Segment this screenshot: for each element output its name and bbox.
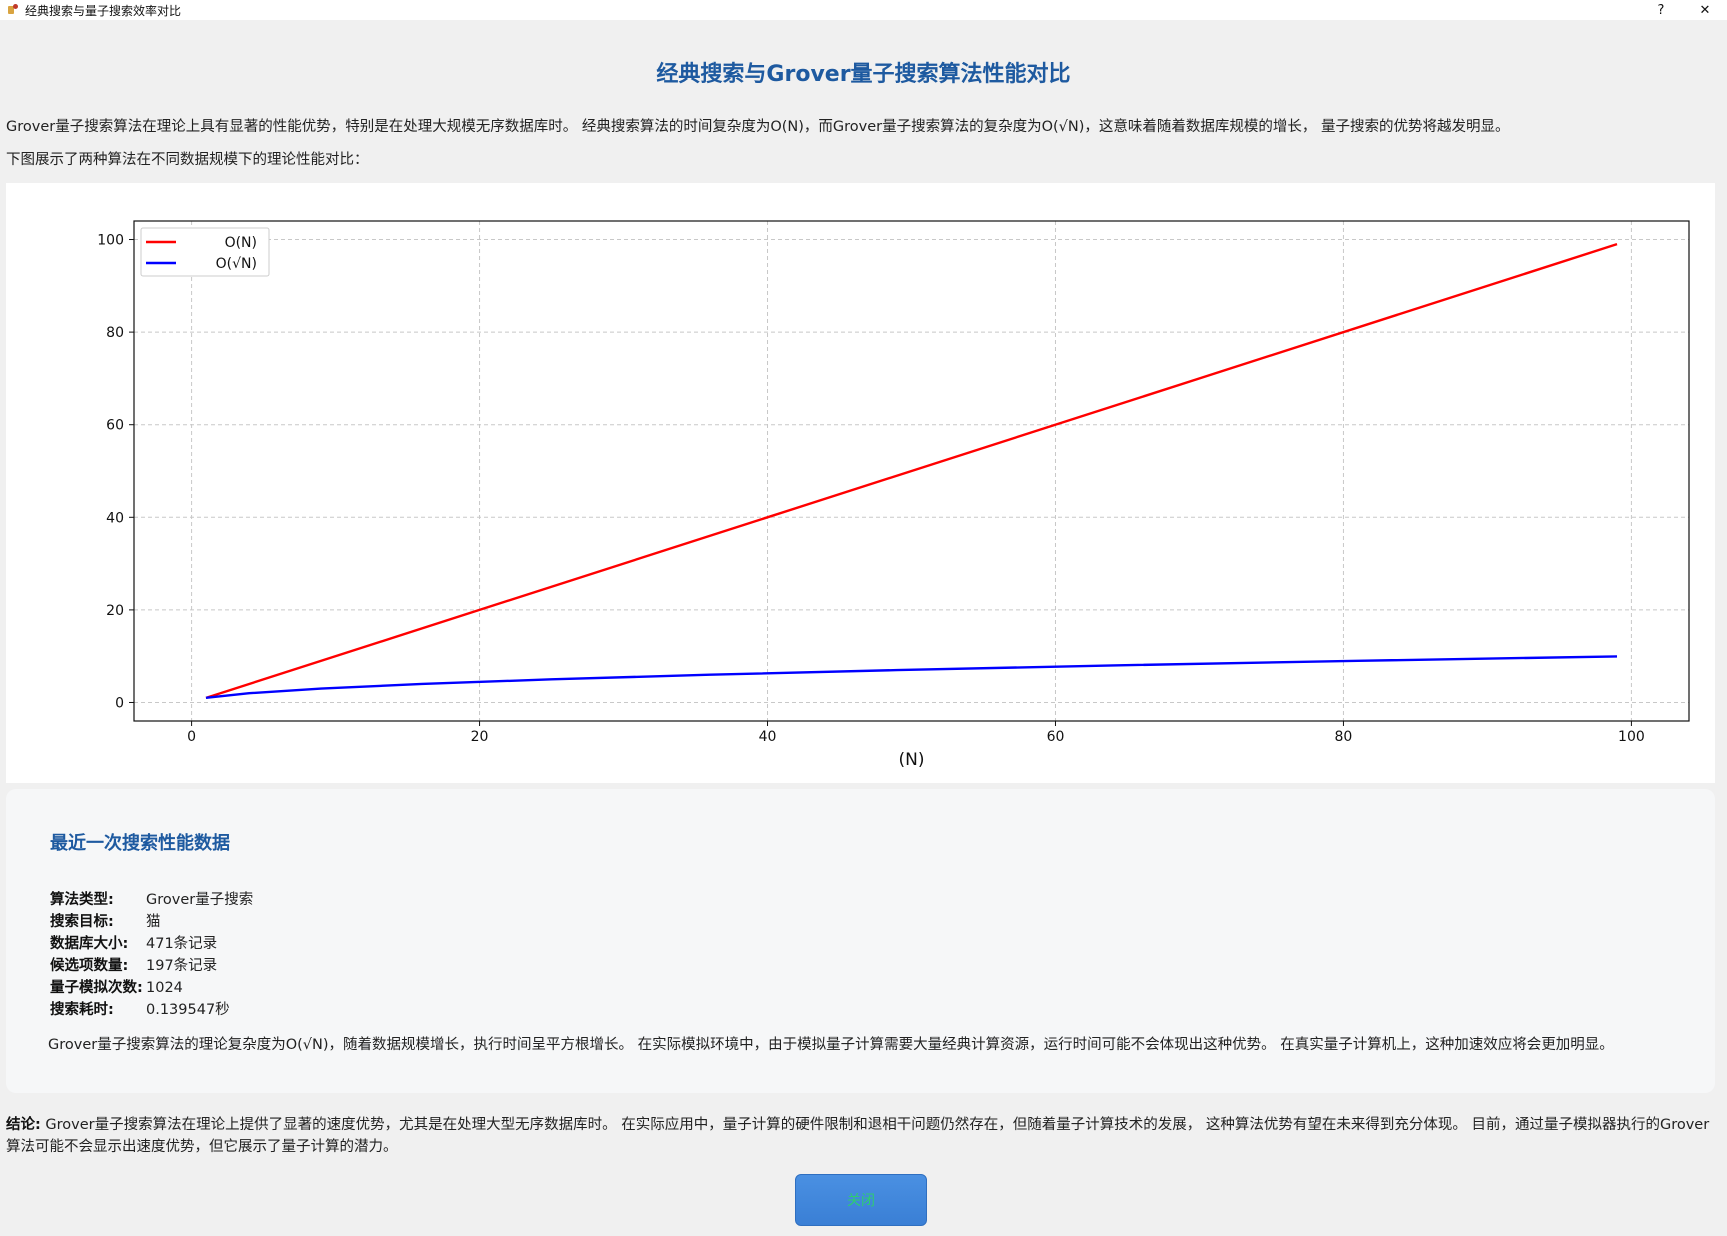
row-value: Grover量子搜索 (146, 892, 254, 908)
page-title: 经典搜索与Grover量子搜索算法性能对比 (656, 62, 1071, 87)
y-tick-label: 60 (106, 418, 124, 434)
performance-note: Grover量子搜索算法的理论复杂度为O(√N)，随着数据规模增长，执行时间呈平… (48, 1037, 1614, 1053)
performance-title: 最近一次搜索性能数据 (50, 833, 230, 854)
row-label: 算法类型: (50, 892, 114, 908)
performance-row-algorithm: 算法类型: Grover量子搜索 (50, 889, 253, 911)
y-tick-label: 100 (97, 233, 124, 249)
plot-frame (133, 220, 1690, 722)
performance-row-db-size: 数据库大小: 471条记录 (50, 933, 217, 955)
chart-caption: 下图展示了两种算法在不同数据规模下的理论性能对比： (6, 152, 369, 168)
x-tick-label: 60 (1047, 729, 1065, 745)
window-close-button[interactable]: ✕ (1699, 2, 1711, 18)
performance-row-shots: 量子模拟次数: 1024 (50, 977, 183, 999)
y-tick-label: 20 (106, 603, 124, 619)
performance-row-candidates: 候选项数量: 197条记录 (50, 955, 217, 977)
performance-chart: 0 20 40 60 80 100 0 20 40 60 80 100 (N) O(N) O(√N) (97, 220, 1690, 770)
x-tick-label: 20 (471, 729, 489, 745)
conclusion-label: 结论: (6, 1117, 41, 1133)
row-value: 471条记录 (146, 936, 218, 952)
row-value: 0.139547秒 (146, 1002, 230, 1018)
title-bar: 经典搜索与量子搜索效率对比 ? ✕ (0, 0, 1727, 20)
series-line-1 (205, 655, 1618, 700)
series-line-0 (205, 243, 1618, 699)
performance-row-target: 搜索目标: 猫 (50, 911, 161, 933)
x-axis-label: (N) (899, 750, 925, 770)
y-tick-label: 0 (115, 695, 124, 711)
close-button[interactable]: 关闭 (795, 1174, 927, 1226)
row-label: 搜索耗时: (50, 1002, 114, 1018)
x-tick-label: 0 (187, 729, 196, 745)
row-label: 量子模拟次数: (50, 980, 143, 996)
conclusion-text: Grover量子搜索算法在理论上提供了显著的速度优势，尤其是在处理大型无序数据库… (6, 1117, 1710, 1155)
intro-paragraph: Grover量子搜索算法在理论上具有显著的性能优势，特别是在处理大规模无序数据库… (6, 119, 1510, 135)
performance-card: 最近一次搜索性能数据 算法类型: Grover量子搜索 搜索目标: 猫 数据库大小:… (6, 789, 1715, 1093)
x-tick-label: 80 (1335, 729, 1353, 745)
row-label: 搜索目标: (50, 914, 114, 930)
performance-row-time: 搜索耗时: 0.139547秒 (50, 999, 230, 1021)
window-title: 经典搜索与量子搜索效率对比 (25, 3, 182, 18)
chart-panel: 0 20 40 60 80 100 0 20 40 60 80 100 (N) O(N) O(√N) (6, 183, 1715, 783)
help-button[interactable]: ? (1657, 2, 1665, 18)
x-tick-label: 40 (759, 729, 777, 745)
legend-label-0: O(N) (225, 235, 257, 251)
x-tick-label: 100 (1618, 729, 1645, 745)
row-value: 1024 (146, 980, 183, 996)
row-value: 猫 (146, 914, 161, 930)
row-label: 候选项数量: (50, 958, 129, 974)
row-label: 数据库大小: (50, 936, 129, 952)
row-value: 197条记录 (146, 958, 218, 974)
y-tick-label: 40 (106, 510, 124, 526)
y-tick-label: 80 (106, 325, 124, 341)
app-icon (7, 4, 19, 16)
conclusion: 结论: Grover量子搜索算法在理论上提供了显著的速度优势，尤其是在处理大型无… (6, 1114, 1721, 1158)
legend-label-1: O(√N) (216, 256, 257, 272)
